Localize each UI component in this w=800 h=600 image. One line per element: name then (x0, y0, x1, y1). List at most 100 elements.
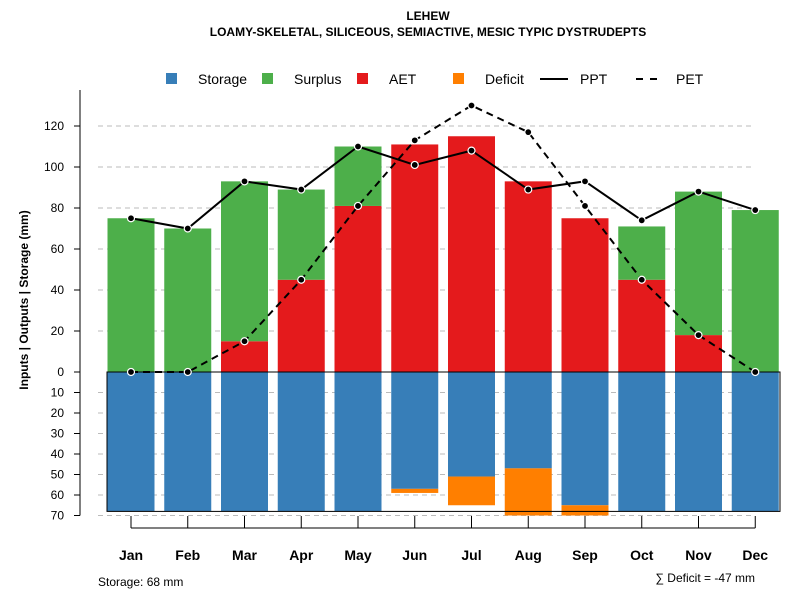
ppt-point-apr (297, 185, 306, 194)
aet-bar-mar (221, 341, 268, 372)
surplus-bar-mar (221, 181, 268, 342)
deficit-bar-sep (561, 505, 609, 516)
storage-capacity-frame (106, 371, 781, 512)
storage-bar-jan (107, 372, 155, 512)
ppt-point-may (353, 142, 363, 151)
y-tick-label-60: 60 (51, 242, 65, 256)
y-axis-label: Inputs | Outputs | Storage (mm) (17, 210, 31, 389)
y-tick-label-80: 80 (51, 201, 65, 215)
pet-line (131, 104, 756, 373)
aet-bar-may (334, 205, 382, 372)
x-tick-label-jan: Jan (119, 547, 143, 563)
ppt-point-dec (751, 205, 760, 215)
storage-bar-dec (731, 372, 779, 512)
y-tick-label-neg-50: 50 (51, 468, 65, 482)
pet-point-jan (126, 367, 136, 377)
storage-bar-jun (391, 372, 439, 489)
legend-label-storage: Storage (198, 71, 247, 87)
storage-bar-feb (164, 372, 212, 512)
surplus-bar-nov (675, 191, 722, 336)
storage-bar-nov (675, 372, 722, 512)
x-axis: Jan Feb Mar Apr May Jun Jul Aug Sep Oct Nov Dec (119, 516, 768, 563)
input-output-bars (107, 136, 780, 373)
x-tick-label-nov: Nov (685, 547, 712, 563)
storage-bar-aug (504, 372, 552, 469)
storage-bar-jul (448, 372, 495, 477)
surplus-bar-apr (277, 189, 325, 280)
chart-subtitle: LOAMY-SKELETAL, SILICEOUS, SEMIACTIVE, M… (210, 25, 646, 39)
pet-point-nov (694, 331, 703, 340)
x-tick-label-jul: Jul (461, 547, 481, 563)
ppt-line (130, 145, 756, 230)
ppt-point-nov (694, 187, 703, 196)
aet-bar-aug (504, 181, 552, 372)
y-axis: 0 20 40 60 80 100 120 10 20 30 40 50 60 70 (44, 90, 81, 523)
legend-swatch-aet (357, 73, 368, 84)
y-tick-label-neg-40: 40 (51, 447, 65, 461)
y-tick-label-neg-70: 70 (51, 509, 65, 523)
legend: Storage Surplus AET Deficit PPT PET (166, 71, 704, 87)
aet-bar-oct (618, 279, 666, 372)
aet-bar-jun (391, 144, 439, 372)
ppt-point-oct (637, 216, 646, 225)
y-tick-label-neg-30: 30 (51, 427, 65, 441)
ppt-point-aug (524, 185, 533, 194)
pet-point-dec (751, 367, 760, 377)
storage-bar-may (334, 372, 382, 512)
chart-title: LEHEW (406, 9, 450, 23)
x-tick-label-may: May (344, 547, 371, 563)
legend-label-pet: PET (676, 71, 704, 87)
pet-point-mar (240, 337, 249, 346)
legend-label-surplus: Surplus (294, 71, 341, 87)
x-tick-label-mar: Mar (232, 547, 257, 563)
ppt-point-jan (126, 214, 136, 223)
y-tick-label-neg-20: 20 (51, 406, 65, 420)
surplus-bar-may (334, 146, 382, 206)
ppt-point-mar (240, 177, 249, 186)
pet-point-sep (580, 201, 590, 211)
ppt-point-sep (580, 177, 590, 186)
legend-label-deficit: Deficit (485, 71, 524, 87)
x-tick-label-oct: Oct (630, 547, 654, 563)
pet-point-jul (467, 101, 476, 110)
pet-point-feb (183, 367, 192, 377)
legend-label-aet: AET (389, 71, 417, 87)
y-tick-label-20: 20 (51, 324, 65, 338)
legend-label-ppt: PPT (580, 71, 608, 87)
series-lines (126, 101, 760, 377)
x-tick-label-jun: Jun (402, 547, 427, 563)
y-tick-label-100: 100 (44, 160, 64, 174)
legend-swatch-surplus (262, 73, 273, 84)
pet-point-oct (637, 275, 646, 284)
y-tick-label-0: 0 (57, 365, 64, 379)
storage-bars (107, 372, 779, 516)
pet-point-apr (297, 275, 306, 284)
y-tick-label-120: 120 (44, 119, 64, 133)
surplus-bar-feb (164, 228, 212, 372)
surplus-bar-jan (107, 218, 155, 372)
y-tick-label-neg-60: 60 (51, 488, 65, 502)
x-tick-label-dec: Dec (742, 547, 768, 563)
aet-bar-apr (277, 279, 325, 372)
ppt-point-jun (410, 160, 419, 170)
legend-swatch-storage (166, 73, 177, 84)
pet-point-jun (410, 136, 419, 145)
pet-point-may (353, 201, 363, 211)
storage-bar-oct (618, 372, 666, 512)
y-tick-label-40: 40 (51, 283, 65, 297)
storage-note: Storage: 68 mm (98, 575, 183, 589)
aet-bar-sep (561, 218, 609, 372)
x-tick-label-feb: Feb (175, 547, 200, 563)
y-tick-label-neg-10: 10 (51, 386, 65, 400)
storage-bar-apr (277, 372, 325, 512)
pet-point-aug (524, 128, 533, 137)
ppt-point-jul (467, 146, 476, 155)
deficit-bar-jul (448, 476, 495, 506)
deficit-bar-jun (391, 488, 439, 493)
storage-bar-sep (561, 372, 609, 506)
surplus-bar-dec (731, 210, 779, 372)
x-tick-label-aug: Aug (515, 547, 542, 563)
legend-swatch-deficit (453, 73, 464, 84)
storage-bar-mar (221, 372, 268, 512)
